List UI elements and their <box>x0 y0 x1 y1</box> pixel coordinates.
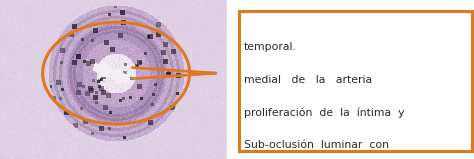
Text: temporal.: temporal. <box>244 42 297 52</box>
Bar <box>239 11 472 151</box>
Text: Sub-oclusión  luminar  con: Sub-oclusión luminar con <box>244 140 389 150</box>
Text: proliferación  de  la  íntima  y: proliferación de la íntima y <box>244 107 405 118</box>
Text: medial   de   la   arteria: medial de la arteria <box>244 75 372 85</box>
